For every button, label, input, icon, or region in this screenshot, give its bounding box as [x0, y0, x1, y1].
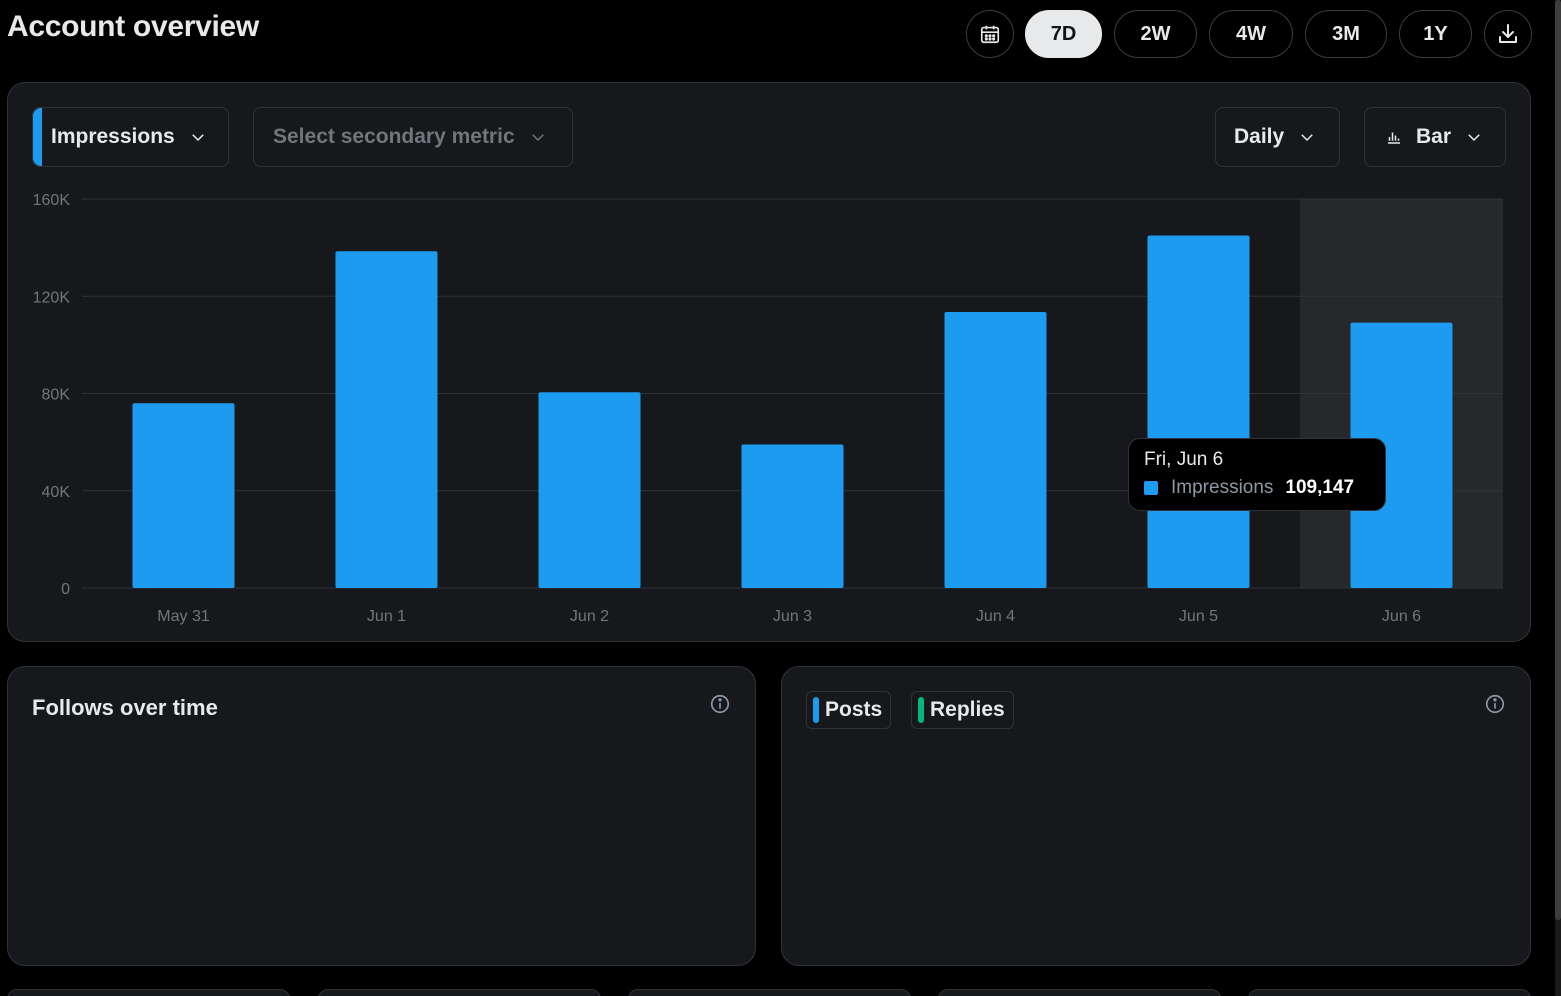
chart-type-label: Bar [1416, 125, 1452, 148]
scrollbar-thumb[interactable] [1555, 0, 1561, 920]
tooltip-date: Fri, Jun 6 [1144, 449, 1224, 470]
primary-metric-dropdown[interactable]: Impressions [32, 107, 229, 167]
chart-tooltip: Fri, Jun 6 Impressions 109,147 [1128, 438, 1386, 511]
follows-card-title: Follows over time [32, 695, 218, 720]
info-icon[interactable] [1484, 693, 1506, 715]
download-button[interactable] [1484, 10, 1532, 58]
interval-dropdown[interactable]: Daily [1215, 107, 1340, 167]
bottom-card-stub [1248, 989, 1531, 996]
interval-label: Daily [1234, 125, 1285, 148]
bottom-card-stub [318, 989, 601, 996]
range-1y-button[interactable]: 1Y [1399, 10, 1472, 58]
legend-posts-label: Posts [825, 698, 883, 721]
primary-metric-label: Impressions [51, 125, 175, 148]
calendar-icon [980, 25, 1000, 44]
download-icon [1499, 24, 1517, 43]
range-7d-button[interactable]: 7D [1025, 10, 1102, 58]
tooltip-swatch [1144, 481, 1158, 495]
tooltip-metric: Impressions [1171, 477, 1274, 498]
bottom-card-stub [938, 989, 1221, 996]
posts-color-indicator [813, 697, 819, 723]
range-3m-button[interactable]: 3M [1305, 10, 1387, 58]
bottom-card-stub [7, 989, 290, 996]
secondary-metric-label: Select secondary metric [273, 125, 515, 148]
legend-posts[interactable]: Posts [806, 691, 892, 729]
chevron-down-icon [189, 128, 207, 146]
secondary-metric-dropdown[interactable]: Select secondary metric [253, 107, 573, 167]
chevron-down-icon [529, 128, 547, 146]
range-4w-button[interactable]: 4W [1209, 10, 1293, 58]
legend-replies[interactable]: Replies [911, 691, 1014, 729]
chevron-down-icon [1298, 128, 1316, 146]
chart-type-dropdown[interactable]: Bar [1364, 107, 1506, 167]
range-2w-button[interactable]: 2W [1114, 10, 1197, 58]
legend-replies-label: Replies [930, 698, 1005, 721]
tooltip-value: 109,147 [1285, 477, 1355, 498]
scrollbar-track[interactable] [1555, 0, 1561, 996]
follows-card [7, 666, 756, 966]
calendar-button[interactable] [966, 10, 1014, 58]
info-icon[interactable] [709, 693, 731, 715]
bar-chart-icon [1388, 132, 1400, 144]
bottom-card-stub [628, 989, 911, 996]
page-title: Account overview [7, 10, 259, 43]
replies-color-indicator [918, 697, 924, 723]
metric-color-indicator [33, 108, 42, 166]
posts-replies-card [781, 666, 1531, 966]
chevron-down-icon [1465, 128, 1483, 146]
